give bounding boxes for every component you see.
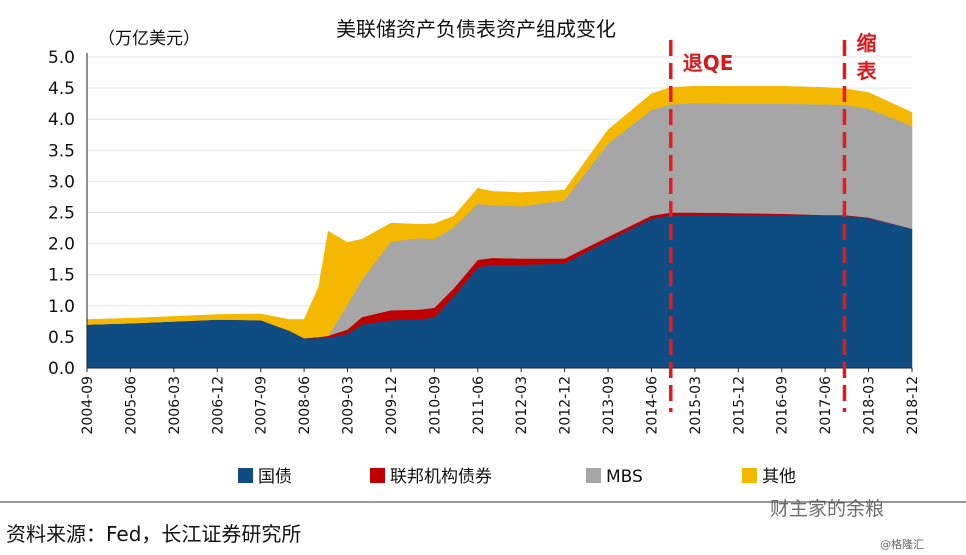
x-tick-label: 2005-06 xyxy=(123,376,139,435)
y-tick-label: 0.5 xyxy=(48,328,75,348)
legend-swatch xyxy=(742,468,757,483)
legend-swatch xyxy=(586,468,601,483)
legend-label: MBS xyxy=(606,467,643,487)
x-tick-label: 2015-12 xyxy=(731,376,747,435)
annotation-label: 缩表 xyxy=(856,31,877,83)
legend-label: 国债 xyxy=(258,467,292,487)
y-tick-label: 5.0 xyxy=(48,48,75,68)
x-tick-label: 2015-03 xyxy=(688,376,704,435)
watermark-small: @格隆汇 xyxy=(880,538,924,551)
unit-label: （万亿美元） xyxy=(98,29,200,49)
x-tick-label: 2007-09 xyxy=(254,376,270,435)
x-tick-label: 2011-06 xyxy=(471,376,487,435)
x-tick-label: 2010-09 xyxy=(427,376,443,435)
x-tick-label: 2012-12 xyxy=(558,376,574,435)
annotation-label: 退QE xyxy=(683,51,734,75)
stacked-areas xyxy=(86,85,913,369)
x-tick-labels: 2004-09 2005-06 2006-03 2006-12 2007-09 2008-… xyxy=(80,368,921,435)
x-tick-label: 2018-03 xyxy=(862,376,878,435)
annotations: 退QE 缩表 xyxy=(669,31,877,412)
y-tick-label: 2.5 xyxy=(48,204,75,224)
watermark: 财主家的余粮 xyxy=(770,498,885,520)
legend-swatch xyxy=(238,468,253,483)
area-series-3 xyxy=(86,85,913,339)
chart-title: 美联储资产负债表资产组成变化 xyxy=(336,17,616,41)
y-tick-label: 1.5 xyxy=(48,266,75,286)
x-tick-label: 2013-09 xyxy=(601,376,617,435)
axes xyxy=(86,53,912,369)
x-tick-label: 2004-09 xyxy=(80,376,96,435)
x-tick-label: 2016-09 xyxy=(775,376,791,435)
y-tick-label: 0.0 xyxy=(48,359,75,379)
y-tick-label: 3.5 xyxy=(48,141,75,161)
legend-label: 联邦机构债券 xyxy=(390,467,492,487)
x-tick-label: 2006-12 xyxy=(210,376,226,435)
x-tick-label: 2014-06 xyxy=(644,376,660,435)
x-tick-label: 2017-06 xyxy=(818,376,834,435)
x-tick-label: 2009-03 xyxy=(341,376,357,435)
x-tick-label: 2008-06 xyxy=(297,376,313,435)
legend-label: 其他 xyxy=(762,467,796,487)
source-note: 资料来源：Fed，长江证券研究所 xyxy=(6,522,302,546)
y-tick-label: 4.5 xyxy=(48,79,75,99)
y-tick-label: 4.0 xyxy=(48,110,75,130)
y-tick-label: 1.0 xyxy=(48,297,75,317)
y-tick-labels: 0.0 0.5 1.0 1.5 2.0 2.5 3.0 3.5 4.0 4.5 5.0 xyxy=(48,48,75,379)
x-tick-label: 2009-12 xyxy=(384,376,400,435)
legend-swatch xyxy=(370,468,385,483)
x-tick-label: 2018-12 xyxy=(905,376,921,435)
x-tick-label: 2006-03 xyxy=(167,376,183,435)
y-tick-label: 3.0 xyxy=(48,172,75,192)
legend: 国债 联邦机构债券 MBS 其他 xyxy=(238,467,796,487)
x-tick-label: 2012-03 xyxy=(514,376,530,435)
y-tick-label: 2.0 xyxy=(48,235,75,255)
